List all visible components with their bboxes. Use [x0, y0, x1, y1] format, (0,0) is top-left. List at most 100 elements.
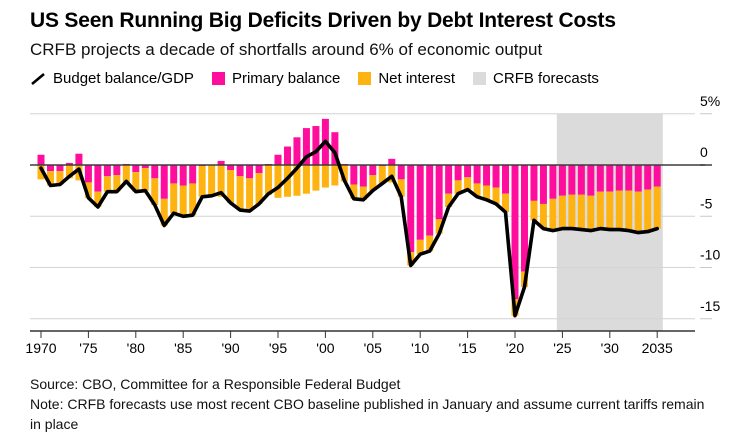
primary-balance-bar — [179, 165, 187, 186]
page-title: US Seen Running Big Deficits Driven by D… — [30, 9, 616, 32]
net-interest-bar — [37, 165, 45, 180]
net-interest-bar — [132, 172, 140, 192]
primary-balance-bar — [464, 165, 472, 178]
primary-balance-bar — [520, 165, 528, 272]
net-interest-bar — [293, 165, 301, 196]
net-interest-bar — [644, 189, 652, 232]
y-axis-label: -10 — [700, 247, 720, 263]
primary-balance-bar — [530, 165, 538, 202]
year-tick-label: '75 — [79, 340, 97, 356]
primary-balance-bar — [94, 165, 102, 192]
source-text: Source: CBO, Committee for a Responsible… — [30, 376, 401, 393]
primary-balance-bar — [625, 165, 633, 191]
net-interest-bar — [321, 165, 329, 188]
net-interest-bar — [208, 165, 216, 196]
primary-balance-bar — [312, 126, 320, 166]
year-tick-label: '00 — [316, 340, 334, 356]
primary-balance-bar — [331, 132, 339, 166]
primary-balance-bar — [473, 165, 481, 184]
crfb-forecasts-swatch-icon — [473, 72, 487, 86]
primary-balance-bar — [568, 165, 576, 195]
year-tick-label: '30 — [601, 340, 619, 356]
primary-balance-bar — [65, 163, 73, 166]
net-interest-bar — [502, 193, 510, 213]
y-axis-label: 0 — [700, 144, 708, 160]
legend-item-primary-balance: Primary balance — [211, 70, 341, 88]
net-interest-bar — [103, 176, 111, 192]
primary-balance-bar — [227, 165, 235, 171]
year-tick-label: '95 — [269, 340, 287, 356]
primary-balance-bar — [103, 165, 111, 177]
primary-balance-bar — [606, 165, 614, 192]
net-interest-bar — [568, 194, 576, 229]
primary-balance-bar — [492, 165, 500, 188]
y-axis-label: -5 — [700, 195, 713, 211]
net-interest-bar — [606, 191, 614, 230]
primary-balance-bar — [539, 165, 547, 205]
year-tick-label: '10 — [411, 340, 429, 356]
net-interest-bar — [198, 166, 206, 197]
net-interest-bar — [160, 198, 168, 226]
net-interest-bar — [426, 235, 434, 252]
primary-balance-bar — [369, 165, 377, 176]
year-tick-label: '80 — [127, 340, 145, 356]
net-interest-swatch-icon — [358, 72, 372, 86]
net-interest-bar — [84, 182, 92, 198]
primary-balance-bar — [388, 158, 396, 166]
year-tick-label: '15 — [458, 340, 476, 356]
net-interest-bar — [416, 239, 424, 255]
primary-balance-bar — [274, 154, 282, 166]
primary-balance-bar — [653, 165, 661, 187]
primary-balance-bar — [558, 165, 566, 196]
year-tick-label: '85 — [174, 340, 192, 356]
primary-balance-bar — [634, 165, 642, 192]
primary-balance-bar — [46, 165, 54, 172]
net-interest-bar — [492, 187, 500, 205]
net-interest-bar — [151, 178, 159, 206]
net-interest-bar — [283, 165, 291, 197]
y-axis-label: -15 — [700, 298, 720, 314]
net-interest-bar — [46, 171, 54, 186]
net-interest-bar — [530, 201, 538, 221]
primary-balance-bar — [359, 165, 367, 187]
net-interest-bar — [56, 171, 64, 185]
deficit-chart: 1970 '75 '80 '85 '90 '95 '00 '05 '10 '15 '20 '25 '30… — [0, 89, 750, 361]
legend-label: Net interest — [378, 70, 456, 88]
primary-balance-bar — [445, 165, 453, 194]
primary-balance-bar — [246, 165, 254, 179]
primary-balance-bar — [454, 165, 462, 181]
year-tick-label: 1970 — [25, 340, 56, 356]
chart-subtitle: CRFB projects a decade of shortfalls aro… — [30, 40, 543, 60]
net-interest-bar — [179, 185, 187, 217]
net-interest-bar — [236, 176, 244, 211]
primary-balance-bar — [160, 165, 168, 199]
primary-balance-bar — [416, 165, 424, 240]
year-tick-label: 2035 — [642, 340, 673, 356]
chart-canvas: 1970 '75 '80 '85 '90 '95 '00 '05 '10 '15 '20 '25 '30… — [25, 93, 720, 356]
legend-label: Primary balance — [231, 70, 341, 88]
net-interest-bar — [577, 194, 585, 230]
net-interest-bar — [596, 191, 604, 229]
net-interest-bar — [227, 170, 235, 204]
year-tick-label: '90 — [221, 340, 239, 356]
primary-balance-bar — [397, 165, 405, 180]
primary-balance-bar — [350, 165, 358, 185]
primary-balance-bar — [151, 165, 159, 179]
primary-balance-bar — [170, 165, 178, 184]
net-interest-bar — [435, 219, 443, 234]
net-interest-bar — [615, 190, 623, 230]
primary-balance-bar — [84, 165, 92, 183]
y-axis-label: 5% — [700, 93, 720, 109]
primary-balance-bar — [255, 165, 263, 174]
chart-footer: Source: CBO, Committee for a Responsible… — [0, 375, 730, 435]
primary-balance-bar — [644, 165, 652, 190]
primary-balance-bar — [37, 154, 45, 166]
net-interest-bar — [122, 165, 130, 183]
net-interest-bar — [350, 184, 358, 199]
net-interest-bar — [170, 183, 178, 214]
net-interest-bar — [625, 190, 633, 231]
net-interest-bar — [246, 178, 254, 212]
primary-balance-bar — [511, 165, 519, 300]
legend-item-net-interest: Net interest — [358, 70, 455, 87]
net-interest-bar — [265, 165, 273, 195]
